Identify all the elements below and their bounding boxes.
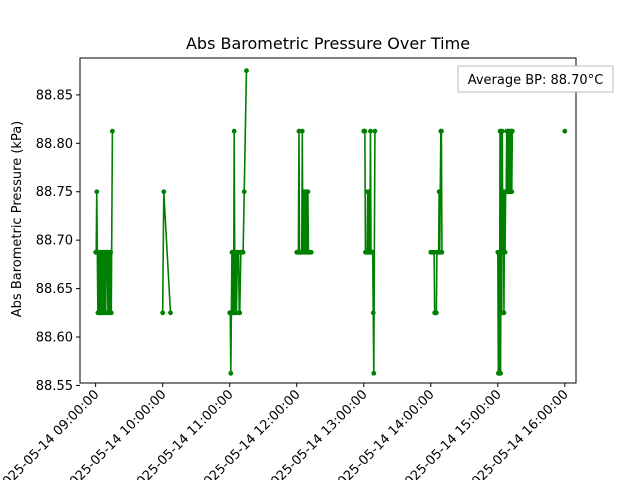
data-point [94, 189, 100, 195]
data-point [168, 310, 173, 316]
data-point [496, 249, 502, 255]
y-tick-label: 88.55 [36, 379, 73, 394]
data-point [240, 249, 246, 255]
series-line [296, 130, 312, 254]
data-point [299, 128, 305, 134]
data-point [108, 310, 114, 316]
annotation-frame [457, 65, 614, 93]
data-point [366, 189, 372, 195]
y-tick-label: 88.80 [36, 137, 73, 152]
data-point [160, 310, 166, 316]
data-point [370, 310, 376, 316]
annotation-text: Average BP: 88.70°C [468, 73, 604, 88]
y-tick-label: 88.65 [36, 282, 73, 297]
y-axis-label: Abs Barometric Pressure (kPa) [10, 121, 25, 317]
data-point [502, 249, 508, 255]
data-point [110, 128, 115, 134]
plot-frame [79, 57, 577, 384]
data-point [562, 128, 568, 134]
data-point [372, 128, 378, 134]
y-tick-label: 88.85 [36, 88, 73, 103]
data-point [438, 128, 444, 134]
data-point [509, 189, 515, 195]
y-tick-label: 88.70 [36, 234, 73, 249]
data-point [436, 189, 442, 195]
data-point [108, 249, 114, 255]
data-point [241, 189, 247, 195]
y-tick-label: 88.60 [36, 331, 73, 346]
data-point [296, 128, 302, 134]
data-point [244, 68, 249, 74]
data-point [237, 310, 243, 316]
y-tick-layer: 88.55 88.60 88.65 88.70 88.75 88.80 88.85 [36, 88, 80, 394]
data-point [362, 128, 368, 134]
data-point [439, 249, 445, 255]
data-point [228, 370, 234, 376]
data-point [371, 370, 377, 376]
chart-title: Abs Barometric Pressure Over Time [186, 34, 470, 53]
data-point [509, 128, 515, 134]
data-point [370, 249, 376, 255]
data-point [161, 189, 167, 195]
data-point [433, 310, 439, 316]
y-tick-label: 88.75 [36, 185, 73, 200]
data-point [231, 128, 237, 134]
data-point [308, 249, 314, 255]
data-point [499, 128, 505, 134]
data-point [305, 189, 311, 195]
data-point [368, 128, 373, 134]
data-point [501, 310, 507, 316]
annotation-box: Average BP: 88.70°C [457, 65, 614, 93]
series-layer [93, 68, 568, 376]
data-point [498, 370, 503, 376]
